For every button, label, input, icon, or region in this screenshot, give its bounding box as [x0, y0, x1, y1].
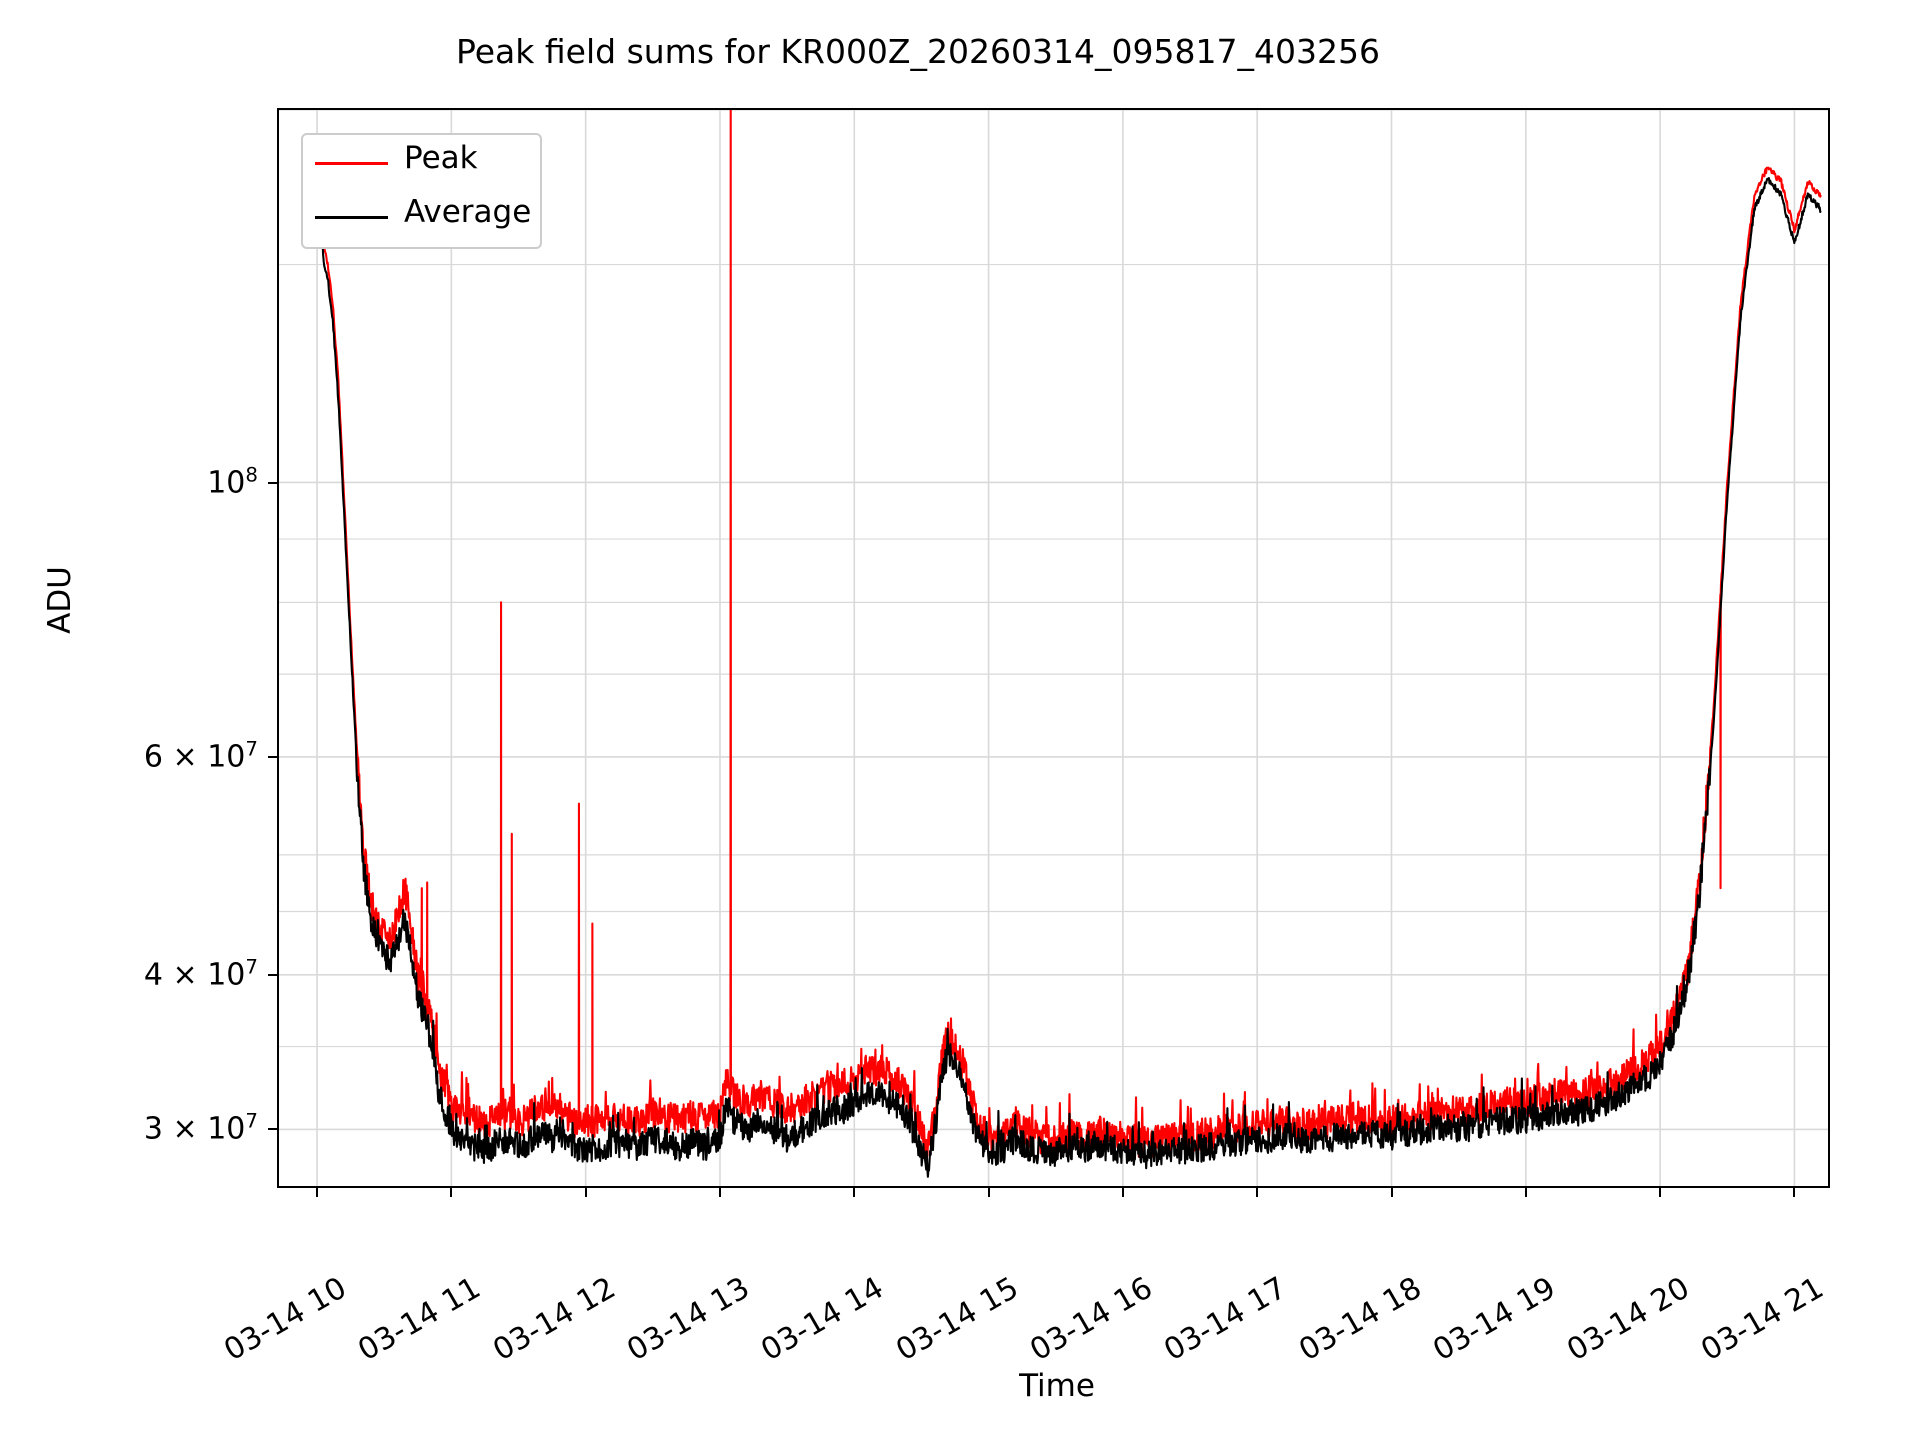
x-axis-tick-mark: [853, 1188, 856, 1197]
x-axis-tick-mark: [1793, 1188, 1796, 1197]
y-axis-tick-labels: 3 × 107 4 × 107 6 × 107 108: [0, 0, 258, 1440]
chart-title: Peak field sums for KR000Z_20260314_0958…: [0, 32, 1920, 71]
y-axis-tick-mark: [268, 973, 277, 976]
legend-swatch-peak: [315, 162, 388, 165]
legend-item[interactable]: Average: [303, 189, 544, 247]
y-axis-tick-mark: [268, 755, 277, 758]
x-axis-tick-mark: [987, 1188, 990, 1197]
legend-label-peak: Peak: [404, 140, 478, 176]
legend-label-average: Average: [404, 194, 532, 230]
chart-legend[interactable]: Peak Average: [301, 133, 542, 249]
x-axis-tick-mark: [584, 1188, 587, 1197]
plot-clip: [279, 110, 1828, 1186]
x-axis-tick-mark: [1659, 1188, 1662, 1197]
plot-svg: [279, 110, 1828, 1186]
gridlines: [279, 110, 1828, 1186]
chart-title-text: Peak field sums for KR000Z_20260314_0958…: [456, 32, 1380, 71]
y-axis-tick-label: 6 × 107: [143, 737, 258, 775]
y-axis-tick-label: 4 × 107: [143, 955, 258, 993]
x-axis-tick-mark: [1524, 1188, 1527, 1197]
plot-area: [277, 108, 1830, 1188]
data-series-group: [311, 110, 1822, 1178]
series-line-peak: [311, 110, 1822, 1158]
x-axis-label-text: Time: [1019, 1368, 1095, 1404]
x-axis-tick-mark: [1390, 1188, 1393, 1197]
y-axis-tick-label: 108: [207, 463, 258, 500]
legend-swatch-average: [315, 216, 388, 219]
x-axis-tick-label: 03-14 21: [1696, 1203, 1920, 1368]
y-axis-tick-label: 3 × 107: [143, 1109, 258, 1147]
y-axis-tick-mark: [268, 481, 277, 484]
y-axis-tick-mark: [268, 1128, 277, 1131]
x-axis-label: Time: [0, 1368, 1920, 1404]
x-axis-tick-mark: [316, 1188, 318, 1197]
x-axis-tick-mark: [1121, 1188, 1124, 1197]
x-axis-tick-mark: [1256, 1188, 1259, 1197]
x-axis-tick-mark: [719, 1188, 721, 1197]
x-axis-tick-mark: [450, 1188, 453, 1197]
series-line-average: [312, 177, 1822, 1178]
legend-item[interactable]: Peak: [303, 135, 544, 193]
